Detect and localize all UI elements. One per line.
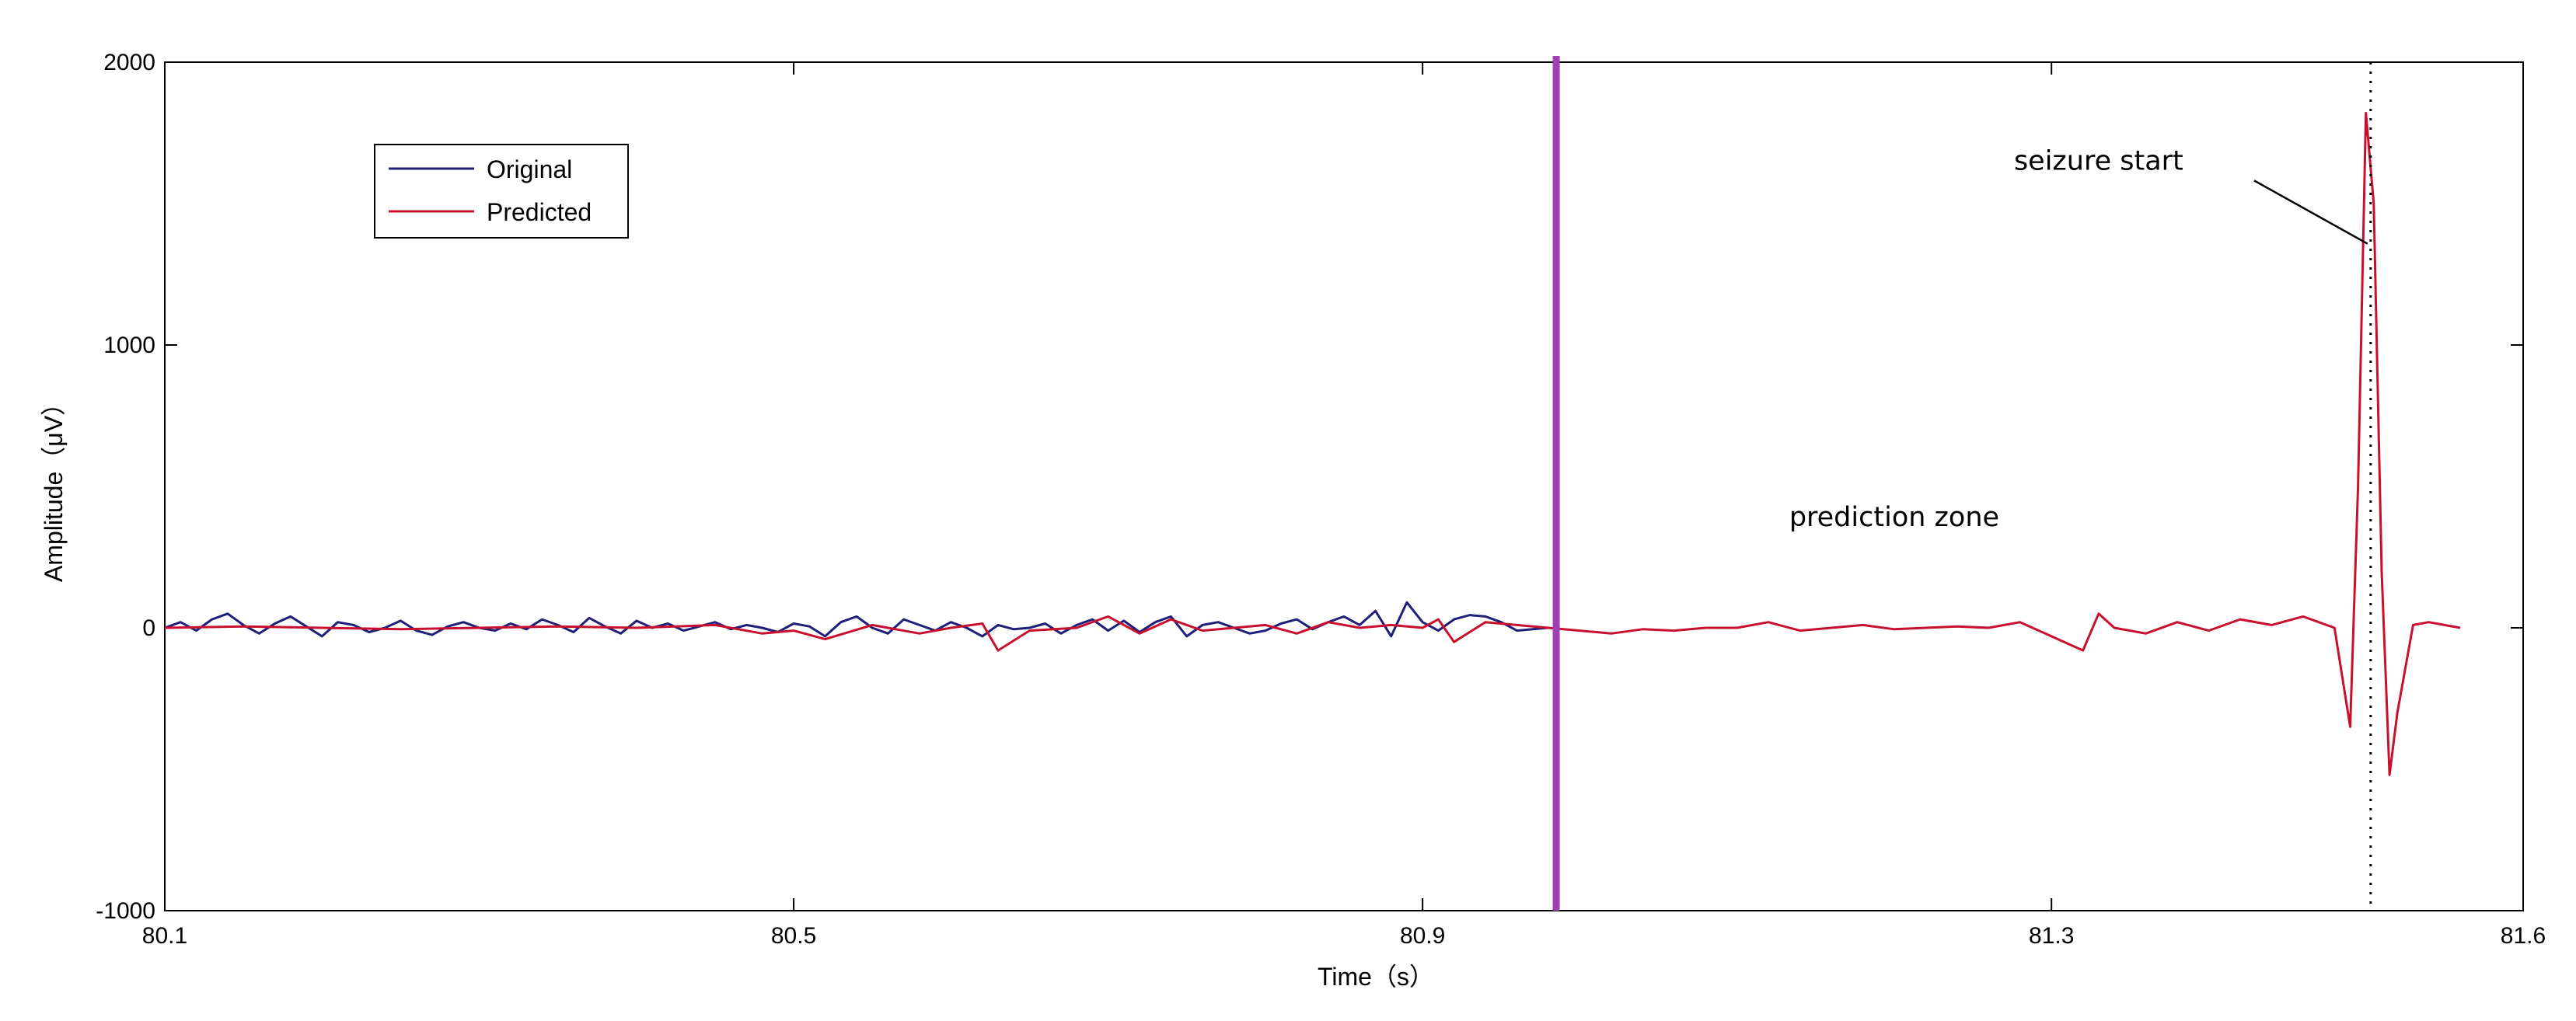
marker-lines [1552,56,2372,911]
seizure-start-label: seizure start [2014,145,2183,176]
x-tick-label: 80.9 [1400,923,1445,949]
series-line-predicted [164,112,2461,776]
x-tick-label: 81.3 [2029,923,2074,949]
legend-label-original: Original [487,155,572,183]
y-axis-title: Amplitude（μV） [40,391,68,582]
legend-box [374,144,629,239]
series-lines [164,112,2461,776]
seizure-start-pointer [2253,179,2368,245]
x-tick-label: 80.1 [142,923,187,949]
x-axis-title: Time（s） [1318,963,1434,991]
legend: Original Predicted [374,144,629,239]
y-tick-label: 0 [142,615,155,641]
legend-label-predicted: Predicted [487,198,592,226]
axis-ticks: 80.1 80.5 80.9 81.3 81.6 -1000 0 1000 2000 [96,50,2546,949]
x-tick-label: 80.5 [771,923,816,949]
y-tick-label: 2000 [103,50,155,75]
prediction-zone-label: prediction zone [1789,502,1999,533]
x-tick-label: 81.6 [2501,923,2546,949]
y-tick-label: -1000 [96,898,155,924]
annotations: prediction zone seizure start [1789,145,2368,533]
y-tick-label: 1000 [103,333,155,358]
